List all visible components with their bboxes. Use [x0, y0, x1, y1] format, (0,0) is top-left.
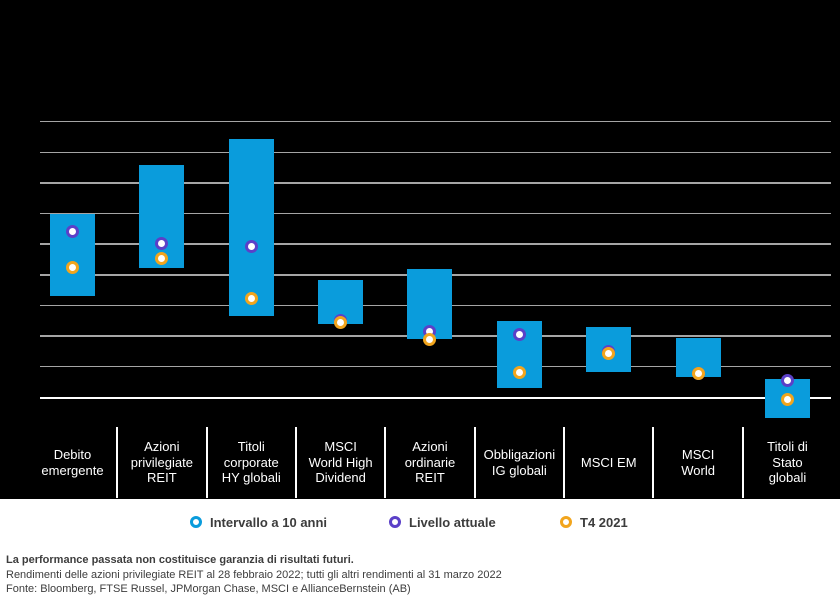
gridline: [40, 151, 831, 154]
current-level-marker: [780, 373, 794, 387]
category-label: Obbligazioni IG globali: [475, 427, 564, 498]
footnote-line-2: Rendimenti delle azioni privilegiate REI…: [6, 568, 502, 581]
category-label-line: REIT: [415, 470, 445, 486]
footnote-source-line: Fonte: Bloomberg, FTSE Russel, JPMorgan …: [6, 583, 411, 595]
current-level-marker: [155, 236, 169, 250]
category-label-line: REIT: [147, 470, 177, 486]
category-label-line: Azioni: [144, 439, 180, 455]
legend-label-q4: T4 2021: [580, 514, 628, 530]
category-label-line: MSCI EM: [580, 454, 637, 470]
q4-2021-marker: [512, 365, 526, 379]
category-label: Azioni privilegiate REIT: [117, 427, 206, 498]
category-label-line: Debito: [53, 447, 92, 462]
footnotes: La performance passata non costituisce g…: [6, 553, 826, 597]
legend-label-range: Intervallo a 10 anni: [210, 514, 328, 530]
q4-2021-marker: [780, 393, 794, 407]
category-label-line: IG globali: [491, 462, 547, 478]
category-label-line: corporate: [223, 454, 279, 470]
category-label: Azioni ordinarie REIT: [385, 427, 474, 498]
range-bar: [228, 138, 274, 317]
q4-2021-marker: [334, 315, 348, 329]
category-divider: [473, 427, 476, 498]
gridline: [40, 212, 831, 215]
q4-2021-marker: [244, 291, 258, 305]
legend-item-range: Intervallo a 10 anni: [190, 512, 327, 532]
category-label-line: Azioni: [412, 439, 448, 455]
category-label-line: World: [681, 462, 715, 478]
gridline: [40, 120, 831, 123]
category-label: MSCI World High Dividend: [296, 427, 385, 498]
q4-2021-marker: [602, 346, 616, 360]
category-label-line: privilegiate: [130, 454, 193, 470]
category-divider: [741, 427, 744, 498]
current-level-marker: [65, 225, 79, 239]
category-label-line: globali: [768, 470, 807, 486]
current-legend-ring-icon: [389, 516, 401, 528]
category-label-line: HY globali: [221, 470, 281, 486]
category-divider: [384, 427, 387, 498]
legend-item-q4: T4 2021: [560, 512, 628, 532]
category-label-line: MSCI: [681, 447, 715, 462]
category-label: Titoli corporate HY globali: [207, 427, 296, 498]
q4-2021-marker: [155, 251, 169, 265]
q4-2021-marker: [423, 333, 437, 347]
category-label-line: Titoli di: [767, 439, 808, 455]
chart-panel: Debito emergente Azioni privilegiate REIT Tit…: [0, 0, 840, 499]
category-label: MSCI World: [653, 427, 742, 498]
category-label: Debito emergente: [28, 427, 117, 498]
x-axis-line: [40, 396, 831, 399]
gridline: [40, 182, 831, 184]
category-label: Titoli di Stato globali: [743, 427, 832, 498]
q4-2021-marker: [691, 366, 705, 380]
category-label-line: Dividend: [315, 470, 366, 486]
gridline: [40, 243, 831, 245]
current-level-marker: [512, 327, 526, 341]
legend-item-current: Livello attuale: [389, 512, 496, 532]
gridline: [40, 365, 831, 368]
category-label-line: Stato: [772, 454, 803, 470]
category-label-line: emergente: [41, 462, 104, 478]
legend-label-current: Livello attuale: [409, 514, 496, 530]
legend: Intervallo a 10 anni Livello attuale T4 …: [0, 512, 840, 532]
category-label-line: World High: [308, 454, 373, 470]
category-divider: [205, 427, 208, 498]
category-label-line: ordinarie: [404, 454, 456, 470]
range-bar: [139, 164, 185, 269]
current-level-marker: [244, 240, 258, 254]
q4-legend-ring-icon: [560, 516, 572, 528]
range-legend-ring-icon: [190, 516, 202, 528]
category-label-line: MSCI: [324, 439, 357, 455]
category-divider: [294, 427, 297, 498]
category-divider: [652, 427, 655, 498]
category-divider: [116, 427, 119, 498]
category-label: MSCI EM: [564, 427, 653, 498]
q4-2021-marker: [65, 261, 79, 275]
category-divider: [563, 427, 566, 498]
category-label-line: Obbligazioni: [483, 447, 556, 462]
category-label-line: Titoli: [237, 439, 265, 455]
disclaimer-line: La performance passata non costituisce g…: [6, 554, 354, 566]
